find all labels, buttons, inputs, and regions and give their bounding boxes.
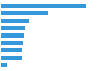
Bar <box>1 26 25 30</box>
Bar <box>1 56 22 60</box>
Bar <box>1 33 24 38</box>
Bar <box>1 11 48 15</box>
Bar <box>1 4 86 8</box>
Bar <box>1 19 29 23</box>
Bar <box>1 63 7 67</box>
Bar <box>1 48 22 52</box>
Bar <box>1 41 23 45</box>
